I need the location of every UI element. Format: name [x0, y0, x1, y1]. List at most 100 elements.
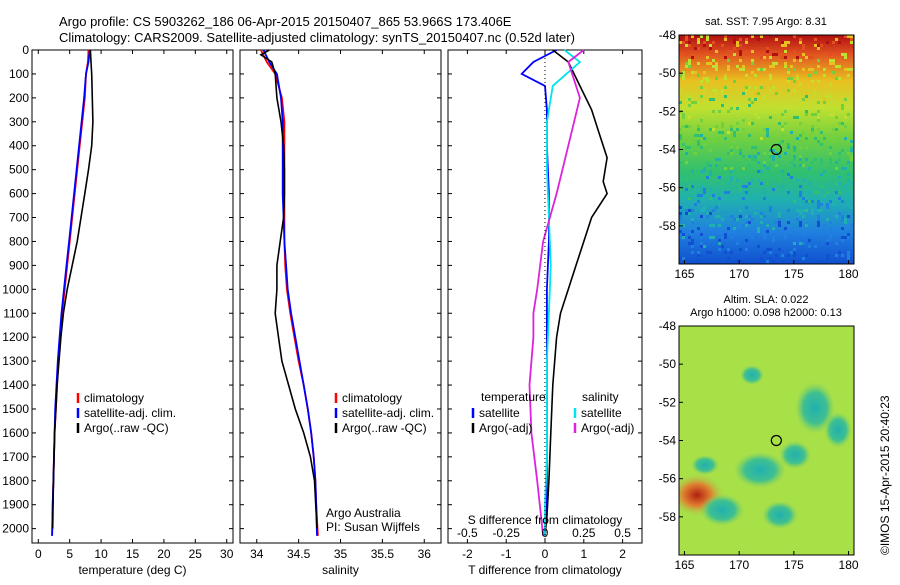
imos-credit: ©IMOS 15-Apr-2015 20:40:23 — [878, 395, 892, 555]
sst-pixel — [694, 104, 697, 107]
sst-pixel — [694, 35, 697, 38]
sst-pixel — [802, 257, 805, 260]
sst-pixel — [745, 239, 748, 242]
sst-pixel — [844, 116, 847, 119]
sst-pixel — [811, 209, 814, 212]
sst-pixel — [685, 98, 688, 101]
sst-pixel — [820, 179, 823, 182]
sst-pixel — [736, 179, 739, 182]
sst-pixel — [691, 245, 694, 248]
sst-pixel — [817, 65, 820, 68]
sst-pixel — [700, 80, 703, 83]
sst-pixel — [745, 41, 748, 44]
sst-pixel — [808, 182, 811, 185]
sla-argo-position-marker — [770, 434, 782, 447]
sst-pixel — [778, 224, 781, 227]
sst-pixel — [820, 131, 823, 134]
sst-pixel — [841, 107, 844, 110]
sst-pixel — [718, 110, 721, 113]
sst-pixel — [745, 74, 748, 77]
sst-pixel — [811, 131, 814, 134]
y-tick-label: 100 — [9, 67, 29, 81]
sst-pixel — [781, 185, 784, 188]
y-tick-label: 700 — [9, 211, 29, 225]
sst-pixel — [715, 62, 718, 65]
sst-pixel — [808, 191, 811, 194]
sst-pixel — [760, 56, 763, 59]
sst-pixel — [805, 110, 808, 113]
x-tick-label: 0 — [542, 547, 549, 561]
sst-pixel — [814, 197, 817, 200]
sst-pixel — [832, 71, 835, 74]
sst-pixel — [727, 68, 730, 71]
sst-pixel — [802, 131, 805, 134]
sst-pixel — [811, 212, 814, 215]
sst-pixel — [709, 44, 712, 47]
sst-pixel — [793, 35, 796, 38]
sst-pixel — [679, 128, 682, 131]
y-tick-label: 1600 — [2, 426, 29, 440]
x-tick-label: 34.5 — [287, 547, 311, 561]
sst-pixel — [817, 260, 820, 263]
sst-pixel — [751, 236, 754, 239]
sst-pixel — [763, 68, 766, 71]
sst-pixel — [832, 140, 835, 143]
sst-pixel — [742, 167, 745, 170]
s-tick-label: 0 — [542, 526, 549, 540]
sst-pixel — [850, 35, 853, 38]
sst-pixel — [748, 182, 751, 185]
sst-pixel — [745, 206, 748, 209]
sst-pixel — [784, 233, 787, 236]
sst-pixel — [775, 92, 778, 95]
sst-pixel — [721, 131, 724, 134]
sst-pixel — [796, 77, 799, 80]
sst-pixel — [799, 158, 802, 161]
sst-pixel — [769, 155, 772, 158]
sst-pixel — [748, 155, 751, 158]
sst-pixel — [709, 170, 712, 173]
sst-pixel — [841, 149, 844, 152]
sst-pixel — [700, 233, 703, 236]
sst-pixel — [781, 254, 784, 257]
sst-pixel — [727, 110, 730, 113]
sst-pixel — [754, 212, 757, 215]
sst-pixel — [805, 224, 808, 227]
map-y-tick-label: -52 — [659, 395, 677, 409]
x-tick-label: 15 — [126, 547, 140, 561]
sst-pixel — [745, 185, 748, 188]
sla-anomaly — [700, 494, 744, 526]
sst-pixel — [700, 134, 703, 137]
sst-pixel — [829, 167, 832, 170]
sst-pixel — [766, 50, 769, 53]
sst-pixel — [802, 44, 805, 47]
sst-pixel — [700, 242, 703, 245]
sst-pixel — [697, 62, 700, 65]
sst-pixel — [817, 128, 820, 131]
sla-map-axes: 165 170 175 180 -48 -50 -52 -54 -56 -58 — [659, 319, 859, 572]
sst-pixel — [808, 74, 811, 77]
sst-pixel — [775, 254, 778, 257]
sst-pixel — [685, 44, 688, 47]
sst-pixel — [703, 77, 706, 80]
sst-argo-position-marker — [770, 143, 782, 156]
sst-pixel — [760, 182, 763, 185]
sst-pixel — [721, 122, 724, 125]
sst-pixel — [760, 215, 763, 218]
sst-pixel — [754, 98, 757, 101]
sst-pixel — [715, 89, 718, 92]
sst-pixel — [766, 200, 769, 203]
sst-pixel — [769, 209, 772, 212]
sst-pixel — [844, 53, 847, 56]
sst-pixel — [745, 191, 748, 194]
y-tick-label: 200 — [9, 91, 29, 105]
sst-pixel — [847, 203, 850, 206]
sst-pixel — [754, 74, 757, 77]
sla-anomaly — [779, 441, 811, 469]
sst-pixel — [739, 107, 742, 110]
sst-pixel — [718, 215, 721, 218]
sst-pixel — [703, 206, 706, 209]
sst-pixel — [829, 62, 832, 65]
sst-pixel — [769, 35, 772, 38]
sst-pixel — [679, 179, 682, 182]
sst-pixel — [697, 38, 700, 41]
